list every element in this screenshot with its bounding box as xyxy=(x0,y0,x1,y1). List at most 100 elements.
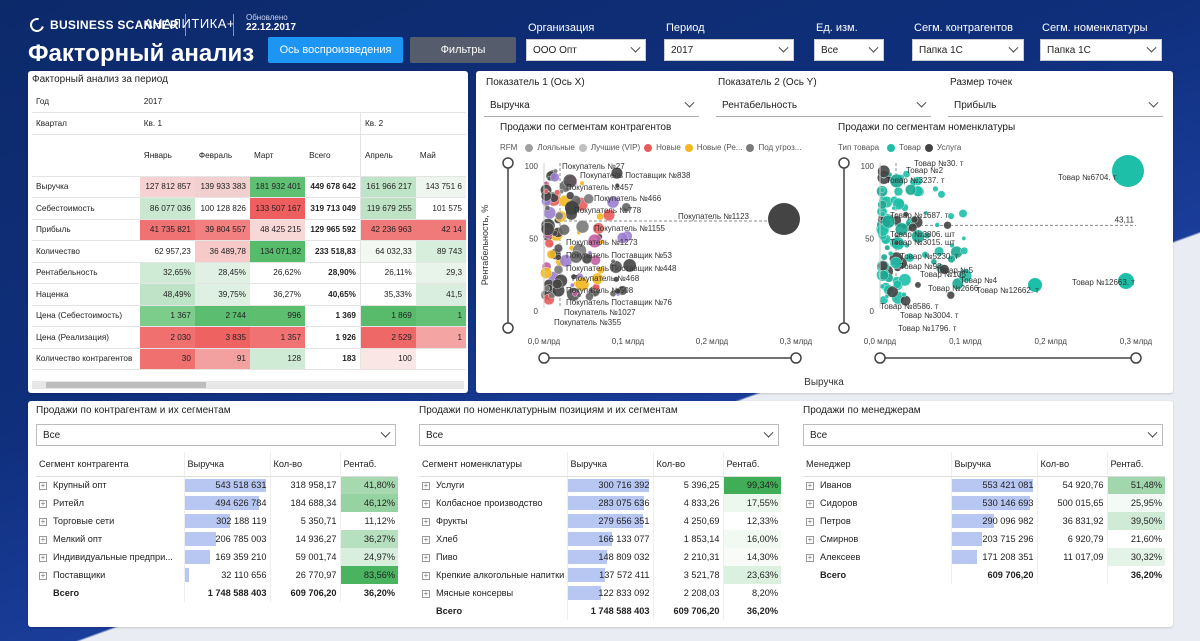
table-row[interactable]: + Пиво 148 809 032 2 210,31 14,30% xyxy=(419,548,781,566)
legend-item[interactable]: Лучшие (VIP) xyxy=(590,143,641,152)
expand-icon[interactable]: + xyxy=(806,552,814,562)
expand-icon[interactable]: + xyxy=(422,570,430,580)
quarter-2[interactable]: Кв. 2 xyxy=(360,112,466,135)
table-row[interactable]: + Услуги 300 716 392 5 396,25 99,34% xyxy=(419,476,781,494)
revenue-cell: 553 421 081 xyxy=(950,476,1037,494)
year-value[interactable]: 2017 xyxy=(139,91,466,113)
table-filter-dropdown[interactable]: Все xyxy=(36,424,396,446)
point-label: Товар №3237. т xyxy=(886,176,945,185)
x-tick-label: 0,2 млрд xyxy=(1034,337,1067,346)
expand-icon[interactable]: + xyxy=(422,534,430,544)
table-row[interactable]: + Смирнов 203 715 296 6 920,79 21,60% xyxy=(803,530,1165,548)
data-point xyxy=(902,211,909,218)
row-name: Хлеб xyxy=(436,534,458,544)
column-header[interactable]: Рентаб. xyxy=(722,452,781,477)
column-header[interactable]: Рентаб. xyxy=(339,452,398,477)
column-header[interactable]: Выручка xyxy=(183,452,270,477)
value-cell: 161 966 217 xyxy=(360,176,416,198)
filter-dropdown[interactable]: ООО Опт xyxy=(526,39,646,61)
legend-item[interactable]: Новые xyxy=(656,143,681,152)
month-header[interactable]: Апрель xyxy=(360,134,416,177)
size-metric-dropdown[interactable]: Прибыль xyxy=(948,95,1163,117)
table-row[interactable]: + Алексеев 171 208 351 11 017,09 30,32% xyxy=(803,548,1165,566)
value-cell: 100 xyxy=(360,348,416,370)
filters-button[interactable]: Фильтры xyxy=(410,37,516,63)
expand-icon[interactable]: + xyxy=(39,498,47,508)
data-point xyxy=(905,252,915,263)
column-header[interactable]: Сегмент контрагента xyxy=(36,452,184,477)
data-point xyxy=(1118,273,1134,289)
value-cell: 996 xyxy=(249,305,306,327)
month-header[interactable]: Январь xyxy=(139,134,195,177)
column-header[interactable]: Выручка xyxy=(566,452,653,477)
point-label: Товар №12663. т xyxy=(1072,278,1135,287)
data-point xyxy=(555,211,564,221)
revenue-bar xyxy=(567,586,601,600)
legend-item[interactable]: Товар xyxy=(899,143,921,152)
expand-icon[interactable]: + xyxy=(422,552,430,562)
table-row[interactable]: + Торговые сети 302 188 119 5 350,71 11,12% xyxy=(36,512,398,530)
expand-icon[interactable]: + xyxy=(806,480,814,490)
legend-item[interactable]: Под угроз... xyxy=(758,143,802,152)
expand-icon[interactable]: + xyxy=(806,534,814,544)
row-name-cell: + Торговые сети xyxy=(36,512,184,530)
filter-dropdown[interactable]: Все xyxy=(814,39,884,61)
filter-dropdown[interactable]: 2017 xyxy=(664,39,794,61)
table-row[interactable]: + Мясные консервы 122 833 092 2 208,03 8,20% xyxy=(419,584,781,602)
point-label: Покупатель №778 xyxy=(574,206,642,215)
table-row[interactable]: + Сидоров 530 146 693 500 015,65 25,95% xyxy=(803,494,1165,512)
expand-icon[interactable]: + xyxy=(806,516,814,526)
expand-icon[interactable]: + xyxy=(422,480,430,490)
horizontal-scrollbar[interactable] xyxy=(32,381,464,389)
column-header[interactable]: Сегмент номенклатуры xyxy=(419,452,567,477)
revenue-cell: 32 110 656 xyxy=(183,566,270,584)
month-header-row: Январь Февраль Март Всего Апрель Май xyxy=(32,134,466,177)
table-filter-dropdown[interactable]: Все xyxy=(803,424,1163,446)
play-axis-button[interactable]: Ось воспроизведения xyxy=(268,37,403,63)
expand-icon[interactable]: + xyxy=(422,516,430,526)
updated-label: Обновлено xyxy=(246,13,288,22)
sales-table: Сегмент контрагента Выручка Кол-во Рентаб. +… xyxy=(36,452,398,602)
column-header[interactable]: Рентаб. xyxy=(1106,452,1165,477)
table-row[interactable]: + Крупный опт 543 518 631 318 958,17 41,80% xyxy=(36,476,398,494)
table-row[interactable]: + Фрукты 279 656 351 4 250,69 12,33% xyxy=(419,512,781,530)
table-row[interactable]: + Крепкие алкогольные напитки 137 572 411 3… xyxy=(419,566,781,584)
month-header[interactable]: Март xyxy=(249,134,306,177)
table-row[interactable]: + Петров 290 096 982 36 831,92 39,50% xyxy=(803,512,1165,530)
expand-icon[interactable]: + xyxy=(806,498,814,508)
column-header[interactable]: Кол-во xyxy=(652,452,723,477)
filter-dropdown[interactable]: Папка 1С xyxy=(912,39,1024,61)
column-header[interactable]: Кол-во xyxy=(1036,452,1107,477)
month-header[interactable]: Май xyxy=(415,134,466,177)
legend-item[interactable]: Новые (Ре... xyxy=(696,143,743,152)
y-tick-label: 100 xyxy=(525,162,539,171)
expand-icon[interactable]: + xyxy=(422,498,430,508)
table-row[interactable]: + Ритейл 494 626 784 184 688,34 46,12% xyxy=(36,494,398,512)
filter-dropdown[interactable]: Папка 1С xyxy=(1040,39,1162,61)
table-row[interactable]: + Иванов 553 421 081 54 920,76 51,48% xyxy=(803,476,1165,494)
expand-icon[interactable]: + xyxy=(39,534,47,544)
quarter-1[interactable]: Кв. 1 xyxy=(139,112,361,135)
legend-item[interactable]: Лояльные xyxy=(537,143,575,152)
table-filter-dropdown[interactable]: Все xyxy=(419,424,779,446)
y-metric-dropdown[interactable]: Рентабельность xyxy=(716,95,931,117)
expand-icon[interactable]: + xyxy=(39,480,47,490)
legend-item[interactable]: Услуга xyxy=(936,143,962,152)
column-header[interactable]: Кол-во xyxy=(269,452,340,477)
table-row[interactable]: + Индивидуальные предпри... 169 359 210 59 … xyxy=(36,548,398,566)
expand-icon[interactable]: + xyxy=(39,552,47,562)
expand-icon[interactable]: + xyxy=(39,570,47,580)
expand-icon[interactable]: + xyxy=(39,516,47,526)
x-metric-dropdown[interactable]: Выручка xyxy=(484,95,699,117)
row-name: Индивидуальные предпри... xyxy=(53,552,173,562)
month-header[interactable]: Всего xyxy=(305,134,361,177)
column-header[interactable]: Менеджер xyxy=(803,452,951,477)
table-row[interactable]: + Поставщики 32 110 656 26 770,97 83,56% xyxy=(36,566,398,584)
table-row[interactable]: + Колбасное производство 283 075 636 4 833,… xyxy=(419,494,781,512)
scrollbar-thumb[interactable] xyxy=(46,382,206,388)
column-header[interactable]: Выручка xyxy=(950,452,1037,477)
table-row[interactable]: + Хлеб 166 133 077 1 853,14 16,00% xyxy=(419,530,781,548)
month-header[interactable]: Февраль xyxy=(194,134,250,177)
table-row[interactable]: + Мелкий опт 206 785 003 14 936,27 36,27% xyxy=(36,530,398,548)
expand-icon[interactable]: + xyxy=(422,588,430,598)
